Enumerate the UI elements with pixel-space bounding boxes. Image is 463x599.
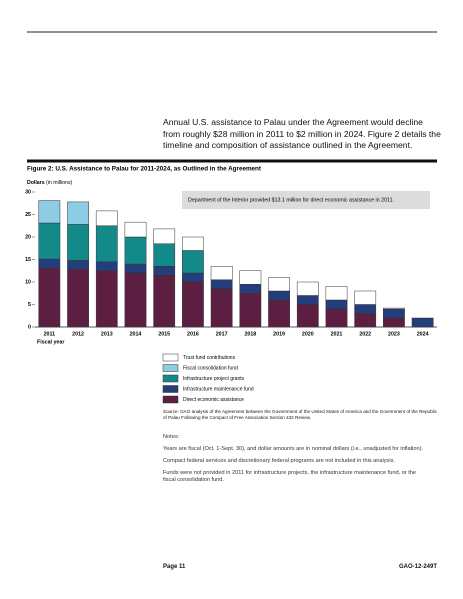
bar-segment — [325, 299, 348, 310]
bar-segment — [95, 225, 118, 262]
x-tick-label: 2014 — [130, 331, 142, 337]
legend-label: Infrastructure project grants — [183, 376, 245, 382]
y-tick-label: 15 — [25, 257, 31, 263]
bar-segment — [239, 270, 262, 285]
bar-segment — [95, 210, 118, 226]
legend-swatch — [162, 364, 179, 372]
x-axis-label: Fiscal year — [37, 339, 64, 345]
x-tick-label: 2016 — [187, 331, 199, 337]
bar-segment — [95, 261, 118, 271]
bar-segment — [153, 266, 176, 276]
bar-segment — [124, 236, 147, 265]
notes: Notes: Years are fiscal (Oct. 1-Sept. 30… — [163, 434, 428, 489]
x-tick-label: 2020 — [302, 331, 314, 337]
y-axis-label: Dollars (in millions) — [27, 180, 73, 186]
y-tick-label: 0 — [28, 324, 31, 330]
legend-label: Direct economic assistance — [183, 397, 244, 403]
bar-segment — [325, 308, 348, 328]
paragraph: Annual U.S. assistance to Palau under th… — [163, 117, 441, 151]
bar-segment — [239, 293, 262, 328]
bar-segment — [38, 222, 61, 260]
note: Compact federal services and discretiona… — [163, 458, 395, 464]
bar-segment — [210, 279, 233, 289]
note: Notes: — [163, 434, 180, 440]
x-tick-label: 2024 — [417, 331, 429, 337]
x-tick-label: 2011 — [44, 331, 56, 337]
legend-swatch — [162, 353, 179, 362]
bar-segment — [124, 263, 147, 274]
x-tick-label: 2023 — [388, 331, 400, 337]
bar-segment — [67, 224, 89, 261]
bar-segment — [210, 266, 233, 280]
bar-segment — [354, 304, 377, 314]
bar-segment — [296, 281, 319, 296]
bar-segment — [182, 250, 204, 274]
bar-segment — [67, 260, 89, 270]
bar-segment — [153, 228, 176, 244]
bar-segment — [296, 295, 319, 305]
bar-segment — [354, 290, 377, 305]
legend-label: Trust fund contributions — [183, 355, 236, 361]
figure-title: Figure 2: U.S. Assistance to Palau for 2… — [27, 166, 262, 173]
page-number: Page 11 — [163, 564, 186, 570]
bar-segment — [239, 284, 262, 294]
y-tick-label: 20 — [25, 234, 31, 240]
y-unit: (in millions) — [46, 180, 73, 186]
bar-segment — [38, 200, 61, 224]
bar-segment — [268, 277, 290, 292]
bar-segment — [383, 307, 405, 310]
bar-segment — [325, 286, 348, 301]
bar-segment — [210, 288, 233, 328]
bar-segment — [182, 272, 204, 283]
x-tick-label: 2017 — [216, 331, 228, 337]
bar-segment — [383, 308, 405, 319]
bar-segment — [153, 243, 176, 267]
bar-segment — [95, 270, 118, 328]
bar-segment — [383, 317, 405, 328]
bar-segment — [182, 236, 204, 251]
x-tick-label: 2013 — [101, 331, 113, 337]
y-tick-label: 5 — [28, 302, 31, 308]
report-number: GAO-12-249T — [398, 564, 437, 570]
legend-label: Fiscal consolidation fund — [183, 366, 238, 372]
bar-segment — [124, 272, 147, 328]
x-tick-label: 2012 — [72, 331, 84, 337]
x-tick-label: 2021 — [331, 331, 343, 337]
note: Funds were not provided in 2011 for infr… — [163, 470, 416, 483]
y-tick-label: 25 — [25, 212, 31, 218]
legend-swatch — [162, 395, 179, 404]
legend-label: Infrastructure maintenance fund — [183, 387, 254, 393]
bar-segment — [268, 299, 290, 328]
y-tick-label: 10 — [25, 279, 31, 285]
bar-segment — [38, 258, 61, 269]
bar-segment — [354, 313, 377, 328]
x-tick-label: 2015 — [158, 331, 170, 337]
y-label: Dollars — [27, 180, 45, 186]
note: Years are fiscal (Oct. 1-Sept. 30), and … — [163, 446, 424, 452]
x-tick-label: 2018 — [244, 331, 256, 337]
bar-segment — [268, 290, 290, 301]
chart: 0 5 10 15 20 25 30 2011 2012 2013 2014 2015 2016 2017… — [25, 189, 437, 404]
bar-segment — [296, 304, 319, 328]
bar-segment — [153, 275, 176, 328]
bar-segment — [67, 201, 89, 225]
bar-segment — [182, 281, 204, 328]
x-tick-label: 2019 — [273, 331, 285, 337]
bar-segment — [38, 267, 61, 328]
annotation: Department of the Interior provided $13.… — [188, 197, 394, 203]
x-tick-label: 2022 — [359, 331, 371, 337]
legend-swatch — [162, 385, 179, 393]
bar-segment — [124, 221, 147, 238]
bar-segment — [67, 269, 89, 328]
legend-swatch — [162, 374, 179, 383]
bar-segment — [411, 317, 434, 328]
source: Source: GAO analysis of the Agreement be… — [163, 409, 437, 420]
y-tick-label: 30 — [25, 189, 31, 195]
annotation-box — [182, 191, 430, 209]
